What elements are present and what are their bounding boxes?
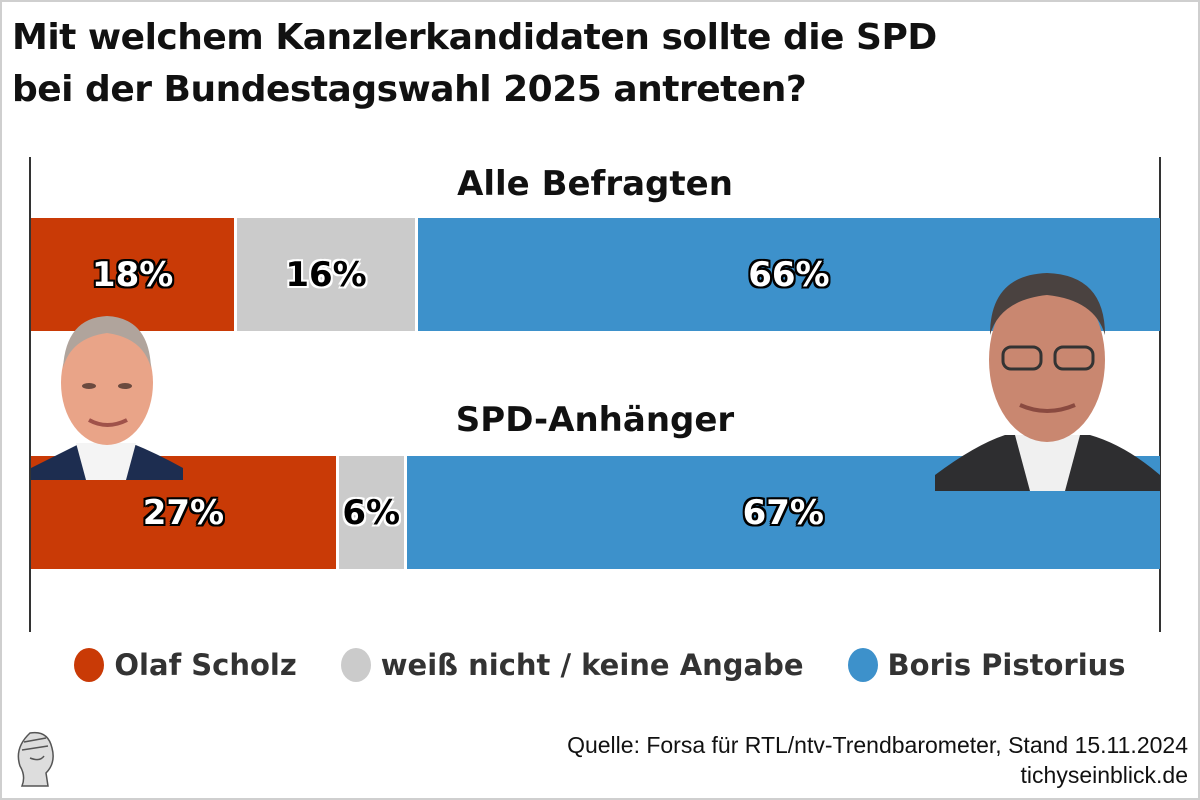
legend-item-scholz: Olaf Scholz	[74, 648, 297, 682]
axis-right	[1159, 157, 1161, 632]
chart-title: Mit welchem Kanzlerkandidaten sollte die…	[12, 12, 937, 116]
bar-segment-1: 16%	[237, 218, 415, 331]
data-label: 16%	[285, 254, 367, 295]
source-text: Quelle: Forsa für RTL/ntv-Trendbarometer…	[567, 732, 1188, 758]
data-label: 27%	[142, 492, 225, 533]
legend-label-pistorius: Boris Pistorius	[887, 648, 1126, 682]
site-text[interactable]: tichyseinblick.de	[1020, 762, 1188, 788]
legend: Olaf Scholz weiß nicht / keine Angabe Bo…	[0, 648, 1200, 682]
data-label: 67%	[742, 492, 824, 533]
legend-swatch-pistorius	[847, 648, 878, 682]
bar-alle-befragten: 18% 16% 66%	[31, 218, 1160, 331]
bar-segment-0: 18%	[31, 218, 235, 331]
source-note: Quelle: Forsa für RTL/ntv-Trendbarometer…	[567, 730, 1188, 790]
legend-item-pistorius: Boris Pistorius	[847, 648, 1126, 682]
title-line-1: Mit welchem Kanzlerkandidaten sollte die…	[12, 17, 937, 58]
data-label: 18%	[91, 254, 174, 295]
bar-segment-1: 6%	[338, 456, 404, 569]
data-label: 6%	[342, 492, 401, 533]
boris-pistorius-photo	[935, 273, 1160, 491]
title-line-2: bei der Bundestagswahl 2025 antreten?	[12, 69, 807, 110]
axis-left	[29, 157, 31, 632]
olaf-scholz-photo	[31, 316, 183, 480]
group-label-spd: SPD-Anhänger	[455, 400, 735, 440]
legend-label-unknown: weiß nicht / keine Angabe	[380, 648, 804, 682]
legend-swatch-unknown	[340, 648, 371, 682]
group-label-all: Alle Befragten	[457, 164, 733, 204]
legend-swatch-scholz	[74, 648, 105, 682]
data-label: 66%	[748, 254, 830, 295]
legend-item-unknown: weiß nicht / keine Angabe	[340, 648, 804, 682]
legend-label-scholz: Olaf Scholz	[114, 648, 297, 682]
publisher-logo-icon	[17, 731, 54, 787]
